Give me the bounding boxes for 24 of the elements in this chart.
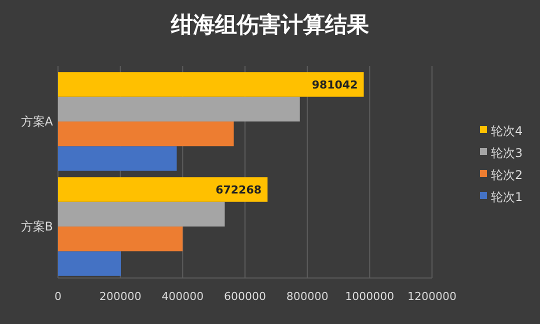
y-tick-label: 方案A — [20, 114, 54, 129]
legend-label: 轮次4 — [491, 124, 523, 138]
chart-title: 绀海组伤害计算结果 — [170, 12, 370, 38]
x-tick-label: 400000 — [162, 290, 204, 303]
x-tick-label: 0 — [54, 290, 62, 303]
bar — [58, 72, 364, 97]
bar — [58, 96, 300, 122]
bar — [58, 251, 121, 276]
x-tick-label: 600000 — [224, 290, 266, 303]
x-tick-label: 200000 — [99, 290, 142, 303]
bar — [58, 226, 183, 252]
data-label: 672268 — [216, 183, 262, 196]
x-tick-label: 1200000 — [408, 290, 456, 303]
legend-label: 轮次2 — [491, 168, 523, 182]
bar — [58, 146, 177, 171]
bar — [58, 202, 225, 227]
y-tick-label: 方案B — [20, 220, 53, 234]
bar — [58, 121, 234, 146]
legend-label: 轮次1 — [491, 190, 523, 204]
legend-label: 轮次3 — [491, 146, 523, 160]
x-tick-label: 1000000 — [345, 290, 394, 303]
data-label: 981042 — [312, 78, 358, 92]
x-tick-label: 800000 — [286, 290, 328, 303]
bar — [58, 177, 268, 202]
